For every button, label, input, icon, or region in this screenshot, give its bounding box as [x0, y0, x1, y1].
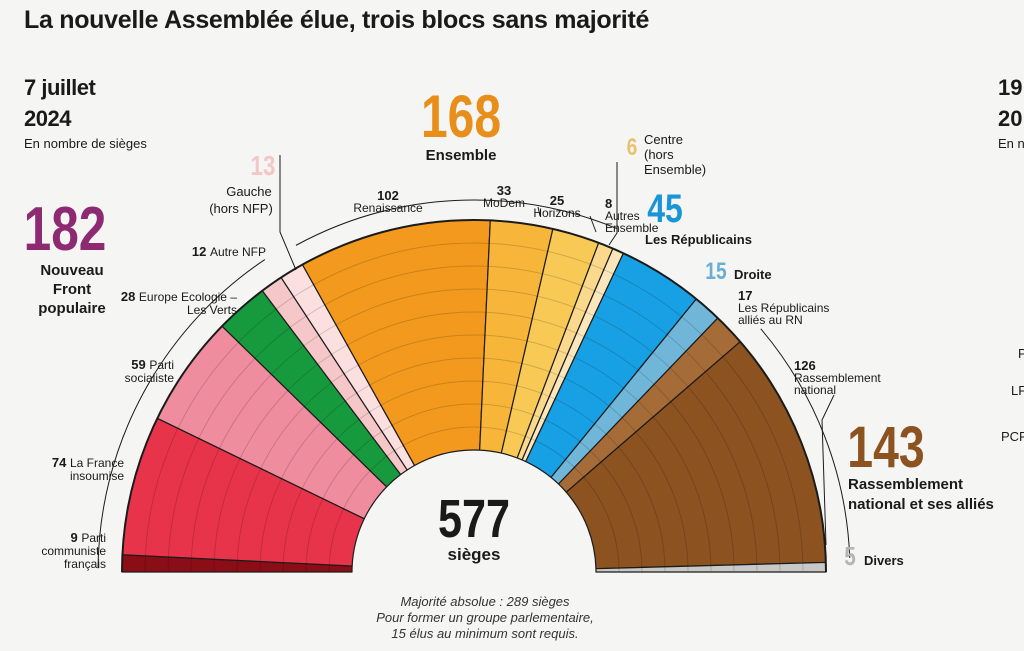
footnote-line-1: Majorité absolue : 289 sièges	[400, 594, 570, 609]
seat-row-arc-9	[144, 242, 804, 571]
party-label-line: 9 Parti	[70, 530, 106, 545]
seat-row-arc-2	[305, 403, 643, 572]
party-label-number: 126	[794, 358, 816, 373]
party-label-line: 74 La France	[52, 455, 124, 470]
party-label-number: 102	[377, 188, 399, 203]
bloc-total-rn: 143	[847, 415, 924, 480]
party-label-line: 59 Parti	[131, 357, 174, 372]
leader-line-5	[589, 215, 597, 233]
leader-line-1	[279, 155, 297, 271]
party-label-number: 17	[738, 288, 752, 303]
bloc-label-centre: (hors	[644, 147, 674, 162]
bloc-total-centre: 6	[627, 133, 638, 161]
hemicycle-outline	[121, 219, 827, 573]
bracket-ensemble	[295, 199, 618, 246]
party-label-4: 28 Europe Ecologie –Les Verts	[121, 289, 237, 317]
leader-line-4	[537, 206, 541, 217]
seat-row-arc-1	[328, 426, 620, 572]
bracket-nfp	[97, 259, 266, 569]
party-label-line: 12 Autre NFP	[192, 244, 266, 259]
party-label-number: 33	[497, 183, 511, 198]
party-label-line: 28 Europe Ecologie –	[121, 289, 237, 304]
party-label-line: socialiste	[125, 371, 175, 385]
next-panel-date: 19 20	[998, 72, 1022, 134]
party-label-line: national	[794, 383, 836, 397]
bloc-label-centre: Ensemble)	[644, 162, 706, 177]
bloc-total-lr: 45	[647, 186, 683, 231]
bloc-total-ensemble: 168	[421, 83, 501, 150]
party-label-number: 25	[550, 193, 564, 208]
party-label-5: 12 Autre NFP	[192, 244, 266, 259]
bloc-label-droite: Droite	[734, 267, 772, 282]
seat-row-arc-7	[190, 288, 758, 571]
party-label-line: Ensemble	[605, 221, 659, 235]
next-panel-label-lfi: LFI	[1011, 383, 1024, 398]
seat-row-arc-3	[282, 380, 666, 572]
bloc-label-nfp: Nouveau	[40, 262, 103, 279]
bloc-label-divers: Divers	[864, 553, 904, 568]
bracket-rn	[760, 328, 851, 559]
party-label-line: Les Verts	[187, 303, 237, 317]
seat-row-arc-6	[213, 311, 735, 571]
next-panel-unit: En n	[998, 136, 1024, 151]
party-label-line: Horizons	[533, 206, 580, 220]
party-label-number: 8	[605, 196, 612, 211]
bloc-label-rn: national et ses alliés	[848, 496, 994, 513]
bloc-total-divers: 5	[844, 542, 856, 571]
next-panel-label-pcf: PCF	[1001, 429, 1024, 444]
bloc-label-centre: Centre	[644, 132, 683, 147]
date-day: 7 juillet	[24, 75, 96, 100]
seat-row-arc-4	[259, 357, 689, 572]
party-label-line: alliés au RN	[738, 313, 803, 327]
bloc-total-nfp: 182	[24, 194, 107, 264]
total-seats-label: sièges	[448, 545, 501, 564]
bloc-label-nfp: populaire	[38, 300, 106, 317]
total-seats: 577	[438, 490, 510, 550]
party-label-line: communiste	[41, 544, 106, 558]
footnote-line-3: 15 élus au minimum sont requis.	[391, 626, 579, 641]
party-label-line: MoDem	[483, 196, 525, 210]
bloc-label-nfp: Front	[53, 281, 91, 298]
chart-title: La nouvelle Assemblée élue, trois blocs …	[24, 6, 650, 34]
unit-label: En nombre de sièges	[24, 136, 147, 151]
next-panel-year: 20	[998, 106, 1023, 131]
party-label-line: Renaissance	[353, 201, 423, 215]
bloc-label-gauche: Gauche	[226, 184, 272, 199]
date-year: 2024	[24, 106, 71, 131]
bloc-total-droite: 15	[705, 257, 726, 285]
bloc-label-ensemble: Ensemble	[426, 147, 497, 164]
date-block: 7 juillet 2024	[24, 72, 96, 134]
party-label-line: Rassemblement	[794, 371, 881, 385]
party-label-line: Les Républicains	[738, 301, 829, 315]
party-label-line: insoumise	[70, 469, 124, 483]
footnote: Majorité absolue : 289 sièges Pour forme…	[330, 594, 640, 642]
seat-row-arc-5	[236, 334, 712, 572]
next-panel-label-ps: P	[1018, 346, 1024, 361]
seat-row-arc-8	[167, 265, 781, 571]
leader-line-3	[821, 394, 835, 546]
bloc-label-lr: Les Républicains	[645, 232, 752, 247]
bloc-label-gauche: (hors NFP)	[209, 201, 273, 216]
footnote-line-2: Pour former un groupe parlementaire,	[376, 610, 594, 625]
bloc-label-rn: Rassemblement	[848, 476, 963, 493]
next-panel-day: 19	[998, 75, 1023, 100]
bloc-total-gauche: 13	[251, 151, 276, 182]
party-label-line: français	[64, 557, 106, 571]
leader-line-2	[608, 162, 618, 246]
party-label-line: Autres	[605, 209, 640, 223]
